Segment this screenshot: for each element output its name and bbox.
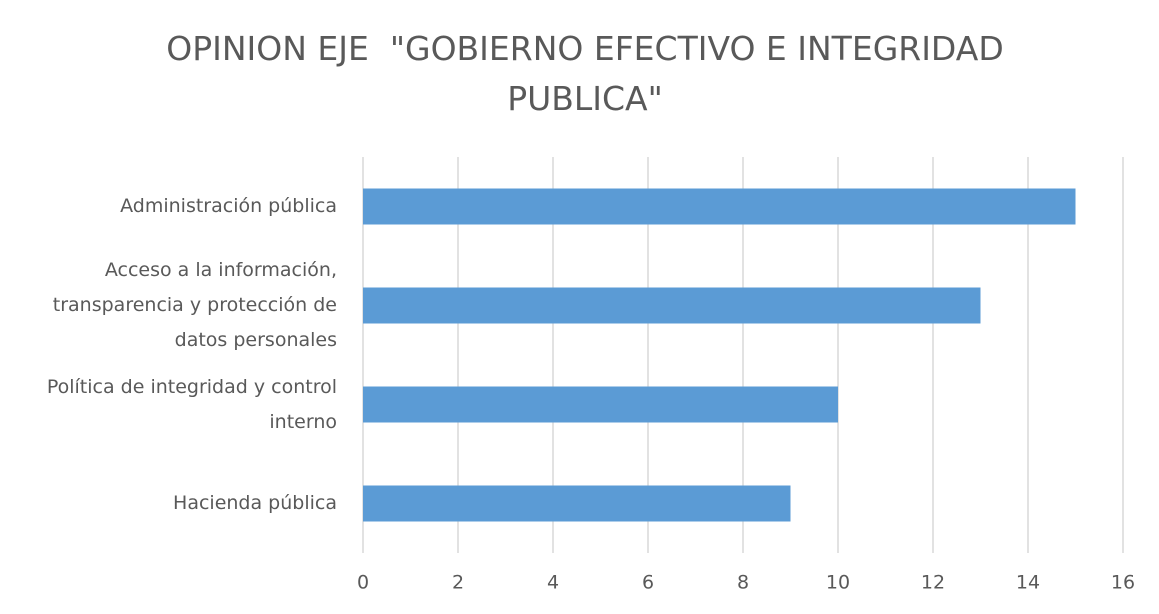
- y-tick-label: Administración pública: [120, 195, 337, 217]
- bar: [363, 188, 1076, 225]
- y-tick-label: Acceso a la información, transparencia y…: [52, 259, 337, 351]
- x-tick-label: 16: [1111, 572, 1135, 594]
- x-tick-label: 6: [642, 572, 654, 594]
- x-tick-label: 8: [737, 572, 749, 594]
- y-tick-label: Hacienda pública: [173, 492, 337, 514]
- bar: [363, 386, 838, 423]
- y-tick-label: Política de integridad y control interno: [46, 375, 337, 433]
- x-tick-label: 0: [357, 572, 369, 594]
- x-tick-label: 2: [452, 572, 464, 594]
- x-tick-label: 14: [1016, 572, 1040, 594]
- bar: [363, 485, 791, 522]
- x-tick-label: 12: [921, 572, 945, 594]
- x-tick-label: 4: [547, 572, 559, 594]
- bar: [363, 287, 981, 324]
- chart-title: OPINION EJE "GOBIERNO EFECTIVO E INTEGRI…: [166, 29, 1015, 118]
- x-tick-label: 10: [826, 572, 850, 594]
